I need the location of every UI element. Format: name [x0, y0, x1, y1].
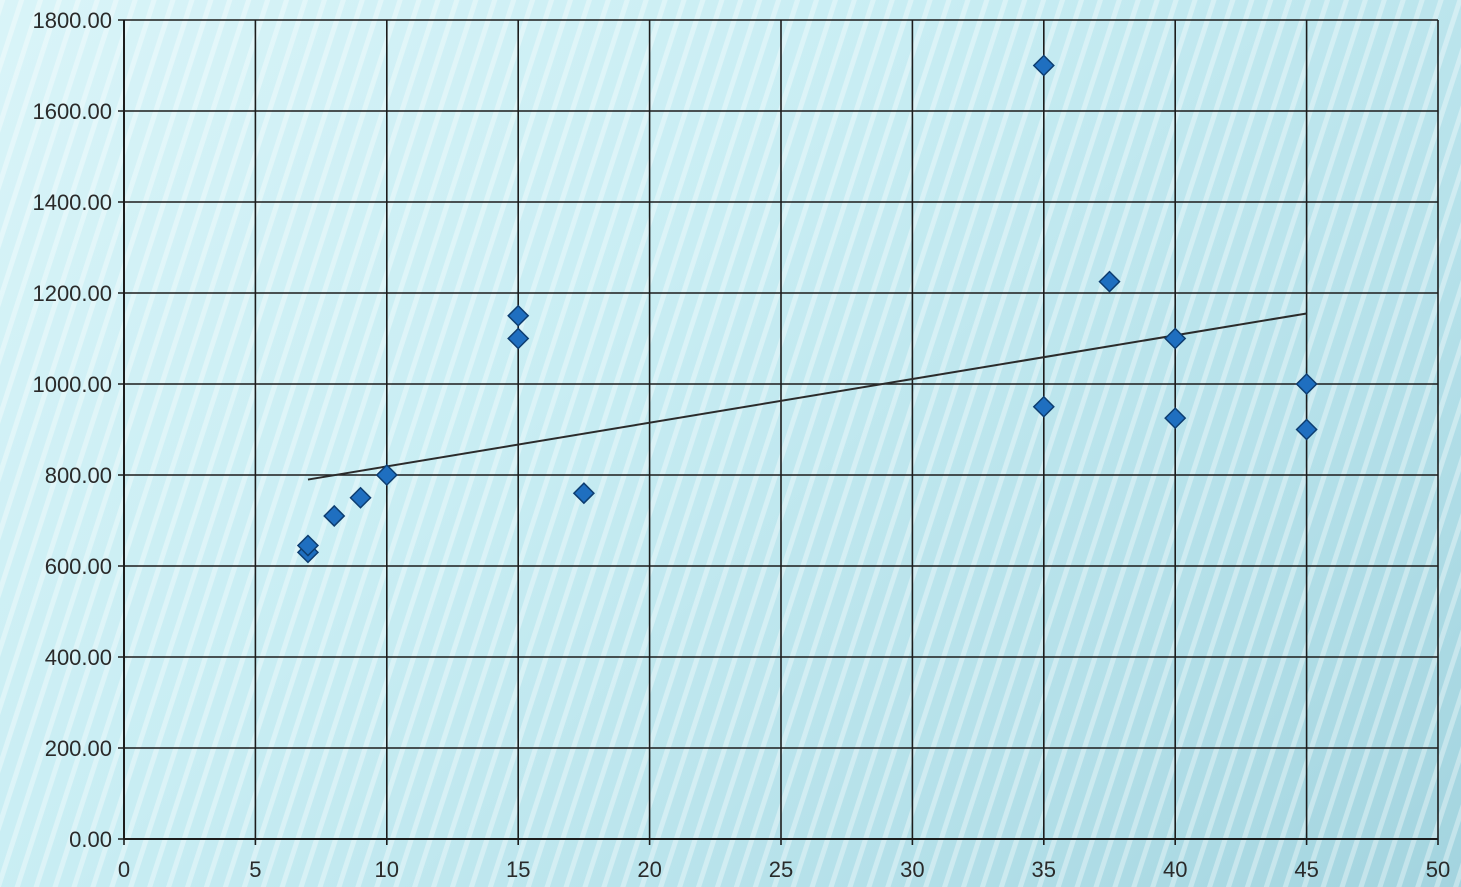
- x-tick-label: 5: [249, 857, 261, 882]
- y-tick-label: 400.00: [45, 645, 112, 670]
- trendline-group: [307, 312, 1307, 481]
- axes: 0 5 10 15 20 25 30 35 40 45 50 0.00 200.00 400.00 600.…: [32, 8, 1450, 882]
- y-tick-label: 1800.00: [32, 8, 112, 33]
- x-tick-label: 30: [900, 857, 924, 882]
- x-tick-label: 20: [637, 857, 661, 882]
- data-point: [296, 534, 320, 557]
- x-tick-label: 0: [118, 857, 130, 882]
- data-point: [1032, 54, 1055, 77]
- y-tick-label: 800.00: [45, 463, 112, 488]
- data-point: [323, 504, 346, 528]
- y-tick-label: 1000.00: [32, 372, 112, 397]
- y-tick-label: 1600.00: [32, 99, 112, 124]
- data-point: [1032, 395, 1055, 418]
- y-tick-label: 600.00: [45, 554, 112, 579]
- data-point: [572, 482, 595, 505]
- data-point: [1295, 418, 1318, 441]
- x-tick-label: 10: [375, 857, 399, 882]
- data-point: [1295, 372, 1318, 396]
- x-tick-label: 40: [1163, 857, 1187, 882]
- trendline: [307, 312, 1307, 481]
- x-tick-label: 35: [1032, 857, 1056, 882]
- data-point: [507, 327, 530, 350]
- y-tick-label: 1400.00: [32, 190, 112, 215]
- data-point: [1098, 270, 1121, 293]
- y-tick-label: 1200.00: [32, 281, 112, 306]
- y-tick-label: 200.00: [45, 736, 112, 761]
- data-point: [375, 463, 398, 487]
- data-points: [296, 54, 1318, 564]
- data-point: [349, 486, 372, 509]
- x-tick-label: 45: [1294, 857, 1318, 882]
- x-tick-label: 50: [1426, 857, 1450, 882]
- x-tick-label: 25: [769, 857, 793, 882]
- data-point: [507, 304, 530, 327]
- x-tick-label: 15: [506, 857, 530, 882]
- data-point: [1164, 407, 1187, 430]
- y-tick-label: 0.00: [69, 827, 112, 852]
- data-point: [1164, 327, 1187, 350]
